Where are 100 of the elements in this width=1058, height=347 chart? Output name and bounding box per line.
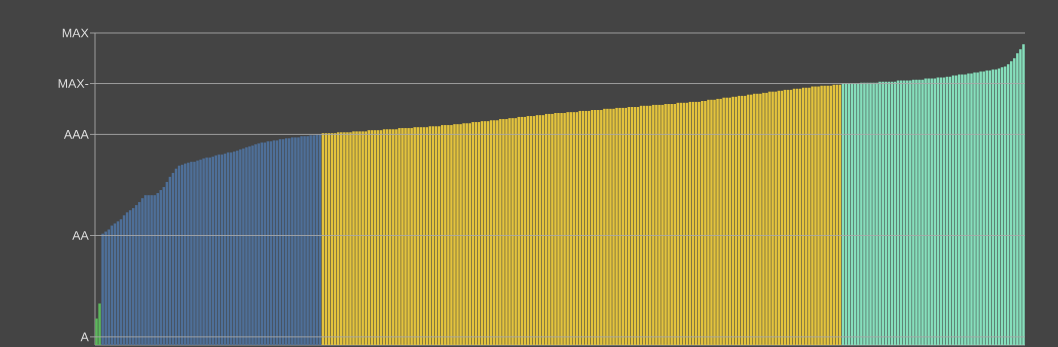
bar (973, 72, 976, 345)
bar (664, 104, 667, 345)
bar (208, 157, 211, 345)
bar (456, 124, 459, 345)
bar (343, 132, 346, 345)
bar (967, 73, 970, 345)
bar (193, 161, 196, 345)
bar (725, 97, 728, 345)
bar (184, 163, 187, 345)
bar (392, 129, 395, 345)
bar (612, 108, 615, 345)
bar (817, 86, 820, 345)
bar (257, 143, 260, 345)
bar (554, 113, 557, 345)
bar (649, 105, 652, 345)
bar (444, 125, 447, 345)
bar (707, 99, 710, 345)
bar (670, 104, 673, 345)
bar (450, 125, 453, 345)
bar (236, 150, 239, 345)
bar (499, 119, 502, 345)
bar (762, 92, 765, 345)
bar (857, 83, 860, 345)
bar (713, 99, 716, 345)
bar (288, 138, 291, 345)
bar (652, 104, 655, 345)
bar (600, 110, 603, 345)
bar (722, 97, 725, 345)
bar (551, 113, 554, 345)
bar (872, 82, 875, 345)
bar (866, 82, 869, 345)
ref-line-label: MAX (62, 28, 89, 38)
bar (606, 108, 609, 345)
bar (453, 124, 456, 345)
bar (820, 85, 823, 345)
bar (823, 85, 826, 345)
bar (294, 137, 297, 345)
bar (398, 128, 401, 345)
bar (462, 123, 465, 345)
bar (765, 92, 768, 345)
bar (976, 72, 979, 345)
bar (401, 128, 404, 345)
bar (156, 193, 159, 345)
ref-line-label: MAX- (58, 79, 89, 88)
bar (138, 202, 141, 345)
bar (771, 91, 774, 345)
bar (569, 112, 572, 345)
bar (395, 129, 398, 345)
bar (346, 132, 349, 345)
bar (447, 125, 450, 345)
bar (98, 303, 101, 345)
ref-line-label: AA (72, 231, 89, 240)
bar (860, 82, 863, 345)
bar (603, 108, 606, 345)
bar (352, 131, 355, 345)
bar (710, 99, 713, 345)
ref-line-label: AAA (63, 130, 89, 139)
bar (557, 113, 560, 345)
bar (777, 90, 780, 345)
bar (924, 78, 927, 345)
bar (982, 71, 985, 345)
bar (964, 74, 967, 345)
bar (808, 87, 811, 345)
bar (502, 119, 505, 345)
bar (979, 71, 982, 345)
bar (141, 198, 144, 345)
bar (753, 93, 756, 345)
bar (135, 205, 138, 345)
bar (560, 113, 563, 345)
bar (875, 82, 878, 345)
bar (658, 104, 661, 345)
bar (621, 107, 624, 345)
bar (508, 118, 511, 345)
bar (970, 73, 973, 345)
bar (291, 137, 294, 345)
bar (361, 131, 364, 345)
bar (239, 149, 242, 345)
bar (768, 91, 771, 345)
bar (912, 79, 915, 345)
bar (190, 161, 193, 345)
bar (312, 135, 315, 345)
bar (407, 128, 410, 345)
bar (774, 91, 777, 345)
bar (759, 93, 762, 345)
bar (609, 108, 612, 345)
bar (153, 195, 156, 345)
bar (756, 93, 759, 345)
bar (869, 82, 872, 345)
bar (364, 131, 367, 345)
bar (242, 148, 245, 345)
bar (150, 195, 153, 345)
bar (459, 124, 462, 345)
bar (101, 233, 104, 345)
bar (1022, 44, 1025, 345)
bar (701, 101, 704, 345)
bar (673, 104, 676, 345)
bar (667, 104, 670, 345)
bar (921, 79, 924, 345)
bar (340, 132, 343, 345)
bar (915, 79, 918, 345)
